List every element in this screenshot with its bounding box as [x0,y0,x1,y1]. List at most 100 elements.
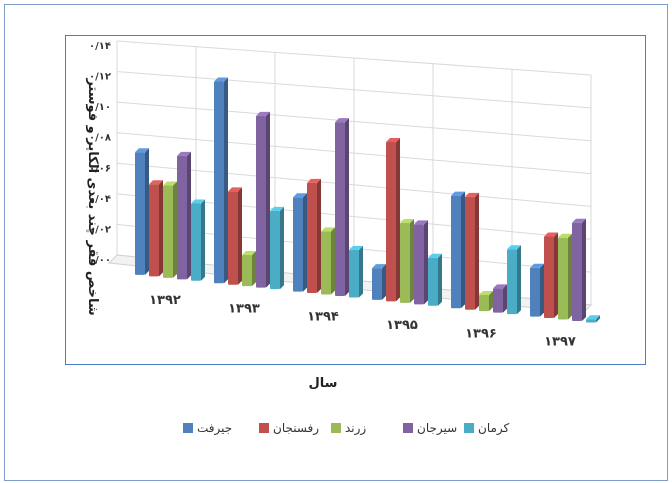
bar-top [544,232,558,237]
bar-top [479,291,493,296]
bar-top [214,77,228,82]
bar [400,223,410,303]
bar-side [187,151,191,280]
y-tick-label: ۰/۱۲ [89,72,111,83]
bar [293,197,303,292]
bar-top [135,148,149,153]
bar [177,155,187,280]
bar-side [317,178,321,294]
bar [372,268,382,300]
bar-side [489,291,493,312]
bar-top [242,251,256,256]
y-tick-label: ۰/۱۰ [89,102,111,113]
bar-top [293,193,307,198]
bar [586,319,596,323]
bar-top [572,218,586,223]
bar [270,210,280,290]
bar-side [382,264,386,300]
x-tick-label: ۱۳۹۵ [386,318,418,333]
bar-side [596,315,600,323]
bar-top [349,245,363,250]
bar [135,152,145,275]
bar [544,236,554,319]
bar [530,267,540,317]
x-tick-label: ۱۳۹۴ [307,310,339,325]
bar-side [554,232,558,319]
bar [149,184,159,277]
bar [214,81,224,284]
bar-top [586,315,600,320]
bar-side [503,284,507,313]
bar-top [465,192,479,197]
bar-top [191,199,205,204]
y-tick-label: ۰/۰۶ [89,163,111,174]
y-tick-label: ۰/۰۰ [89,255,111,266]
bar-side [582,218,586,321]
bar-top [414,220,428,225]
bar-side [201,199,205,281]
legend: جیرفت رفسنجان زرند سیرجان کرمان [183,421,510,436]
bar-side [238,187,242,285]
legend-swatch [259,423,269,433]
bar-side [266,111,270,288]
bar-top [493,284,507,289]
bar [428,257,438,306]
bar-top [177,151,191,156]
bar [572,222,582,321]
bar-top [507,245,521,250]
bar [256,115,266,288]
bar-top [428,253,442,258]
bar [465,196,475,310]
bar-chart: ۰/۰۰ ۰/۰۲ ۰/۰۴ ۰/۰۶ ۰/۰۸ ۰/۱۰ ۰/۱۲ ۰/۱۴ شاخص فقر… [85,40,600,436]
bar-top [386,138,400,143]
bar-top [530,263,544,268]
bar-side [540,263,544,317]
y-axis-title: شاخص فقر چند بعدی الکاپر و فوستر [85,77,100,315]
bar-side [438,253,442,306]
bar [163,185,173,278]
legend-label: سیرجان [417,421,457,436]
y-tick-label: ۰/۰۴ [89,194,111,205]
bar-side [345,118,349,296]
legend-swatch [403,423,413,433]
bar-side [159,180,163,277]
bar-top [256,111,270,116]
bar-side [424,220,428,305]
y-tick-label: ۰/۰۸ [89,133,111,144]
bar-top [321,227,335,232]
bar-side [331,227,335,295]
bar-side [280,206,284,290]
bar-side [303,193,307,292]
bar-side [475,192,479,310]
y-tick-label: ۰/۰۲ [89,224,111,235]
bar [479,295,489,312]
x-tick-label: ۱۳۹۷ [544,335,576,350]
bar [507,249,517,315]
bar [321,231,331,295]
bar [558,237,568,320]
bar-top [372,264,386,269]
bar-top [228,187,242,192]
bar [386,142,396,302]
bar [228,191,238,285]
bar-side [359,245,363,298]
bar-side [173,181,177,278]
bar [242,255,252,287]
legend-swatch [464,423,474,433]
bar [307,182,317,294]
bar-side [252,251,256,287]
bar-side [145,148,149,275]
bar-top [149,180,163,185]
legend-swatch [331,423,341,433]
legend-swatch [183,423,193,433]
bar [335,122,345,296]
bar-top [307,178,321,183]
bar [414,224,424,305]
y-tick-label: ۰/۱۴ [89,41,111,52]
bar-top [270,206,284,211]
legend-label: رفسنجان [273,421,319,436]
bar [191,203,201,281]
legend-label: جیرفت [197,421,232,436]
x-axis-title: سال [309,376,338,391]
bar-top [163,181,177,186]
